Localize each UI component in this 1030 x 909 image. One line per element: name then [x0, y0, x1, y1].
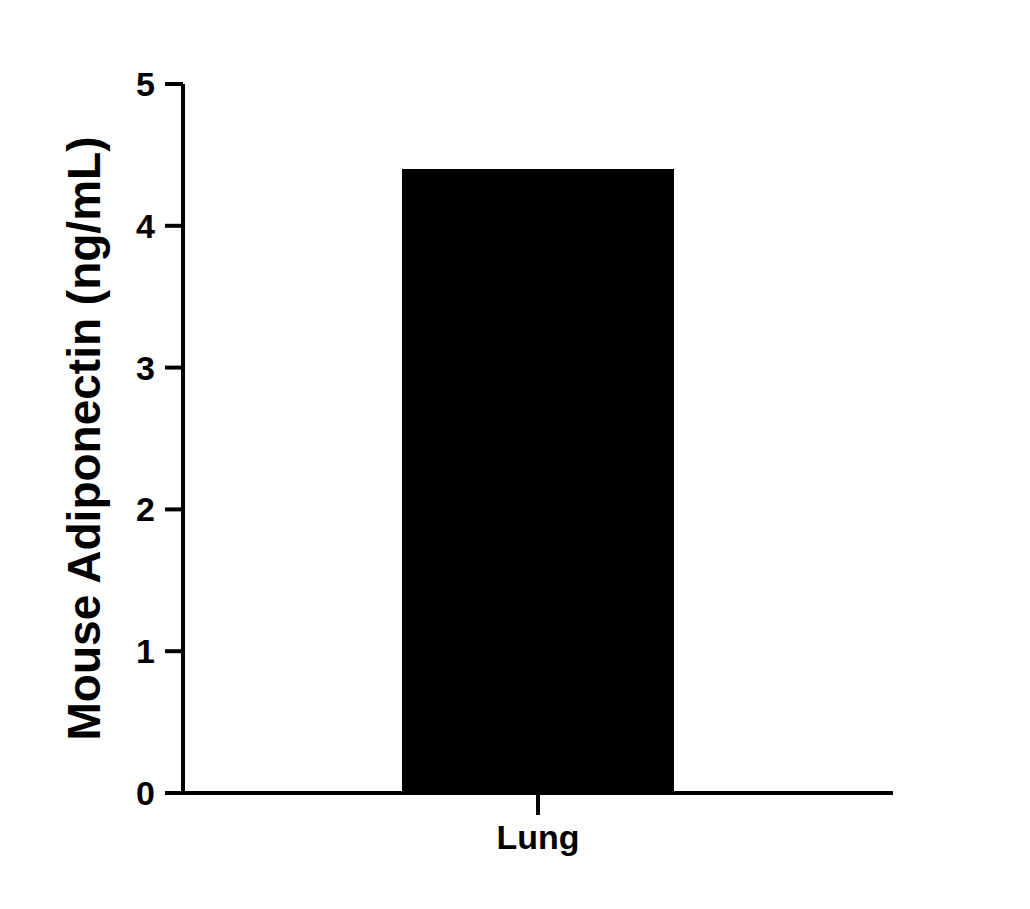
svg-text:0: 0	[136, 774, 155, 812]
svg-text:1: 1	[136, 632, 155, 670]
svg-text:Mouse Adiponectin (ng/mL): Mouse Adiponectin (ng/mL)	[58, 137, 110, 741]
svg-text:3: 3	[136, 349, 155, 387]
svg-text:4: 4	[136, 207, 155, 245]
svg-text:5: 5	[136, 65, 155, 103]
svg-text:2: 2	[136, 490, 155, 528]
svg-text:Lung: Lung	[496, 818, 579, 856]
